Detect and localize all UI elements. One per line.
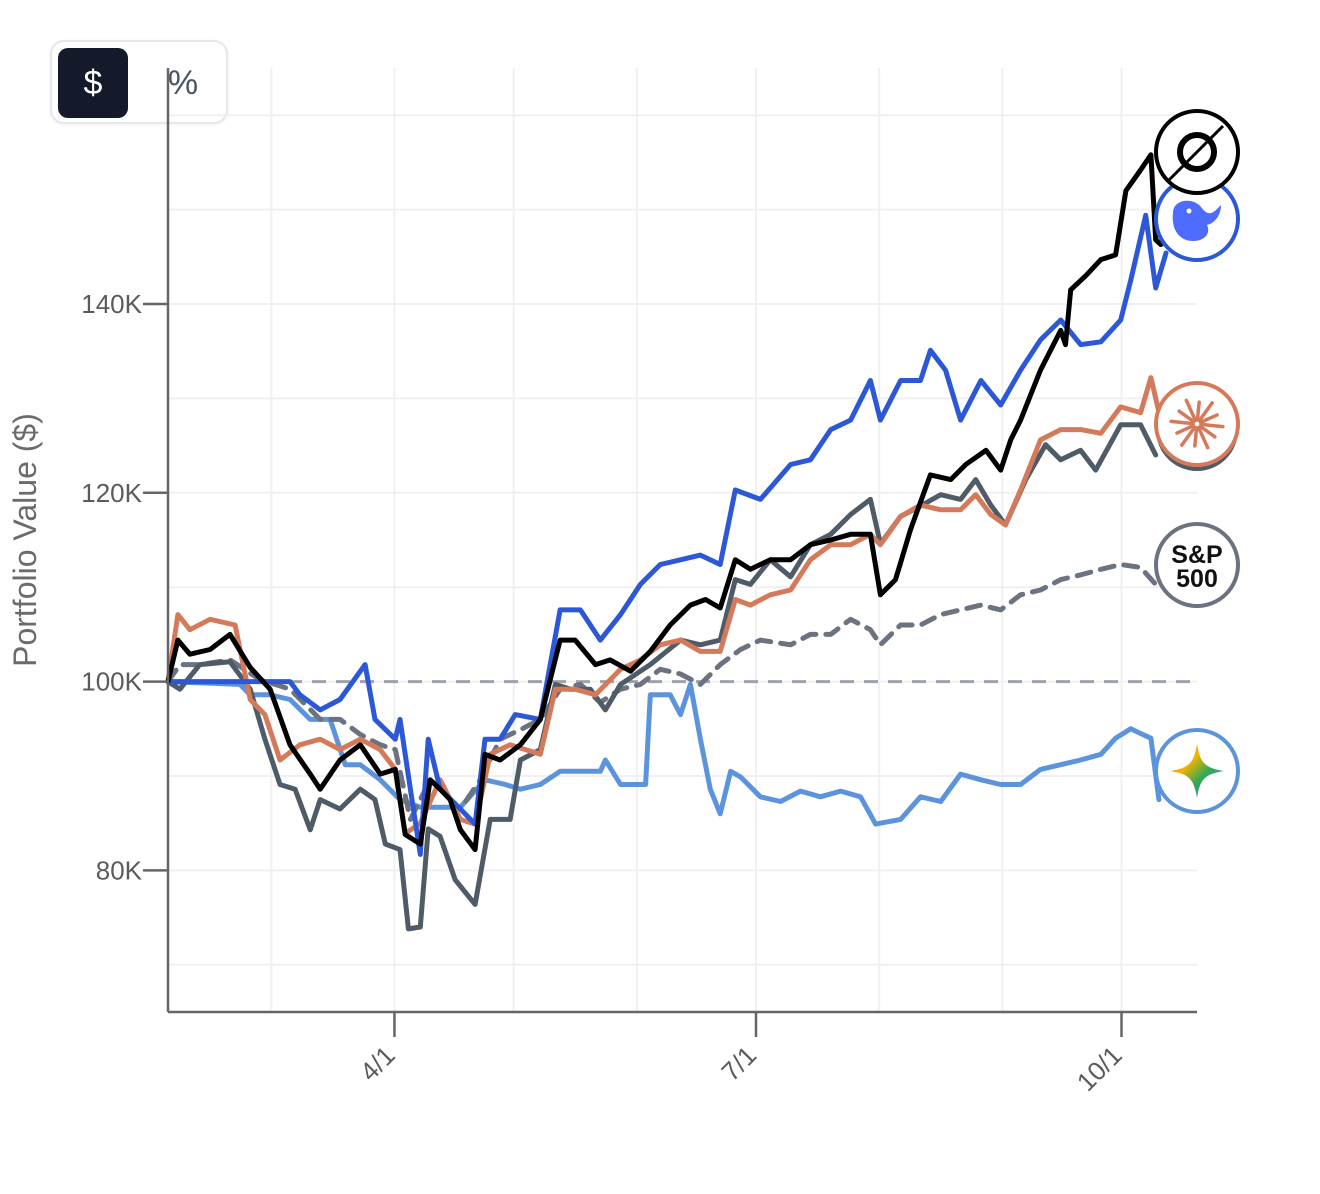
y-tick-label: 140K — [81, 289, 142, 319]
sp500-badge-line2: 500 — [1176, 565, 1218, 593]
gemini-icon — [1170, 744, 1224, 798]
x-tick-label: 7/1 — [715, 1040, 762, 1087]
x-tick-label: 10/1 — [1071, 1040, 1128, 1097]
dollar-mode-button[interactable]: $ — [58, 48, 128, 118]
sp500-badge[interactable]: S&P 500 — [1154, 522, 1240, 608]
series-line-s-p-500 — [165, 562, 1164, 822]
series-line-grok — [165, 152, 1164, 853]
y-tick-label: 80K — [96, 855, 143, 885]
x-tick-label: 4/1 — [354, 1040, 401, 1087]
claude-icon — [1169, 398, 1225, 450]
deepseek-badge[interactable] — [1154, 176, 1240, 262]
unit-toggle: $ % — [50, 40, 228, 124]
series-line-deepseek — [165, 212, 1169, 857]
grok-badge[interactable] — [1154, 109, 1240, 195]
series-line-unlabeled — [165, 422, 1159, 932]
series-lines — [165, 152, 1169, 932]
y-axis-label: Portfolio Value ($) — [7, 413, 43, 667]
y-tick-label: 100K — [81, 667, 142, 697]
gemini-badge[interactable] — [1154, 728, 1240, 814]
grok-icon — [1165, 124, 1225, 184]
percent-mode-button[interactable]: % — [167, 63, 199, 102]
deepseek-icon — [1172, 200, 1221, 241]
series-line-claude — [165, 375, 1164, 837]
gridlines — [168, 68, 1197, 1012]
series-line-gemini — [165, 679, 1162, 827]
sp500-badge-line1: S&P — [1171, 541, 1222, 569]
y-tick-label: 120K — [81, 478, 142, 508]
claude-badge[interactable] — [1154, 381, 1240, 467]
